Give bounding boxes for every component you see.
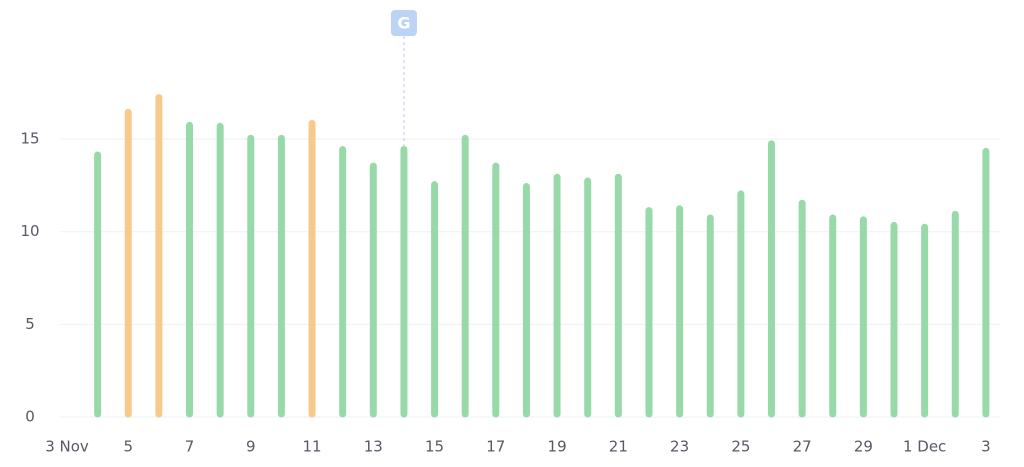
x-tick-label: 15 bbox=[425, 438, 444, 456]
x-tick-label: 21 bbox=[609, 438, 628, 456]
x-tick-label: 11 bbox=[302, 438, 321, 456]
annotation-badge bbox=[390, 10, 417, 36]
x-tick-label: 1 Dec bbox=[903, 438, 946, 456]
x-tick-label: 25 bbox=[731, 438, 750, 456]
x-tick-label: 9 bbox=[246, 438, 256, 456]
x-tick-label: 27 bbox=[793, 438, 812, 456]
y-tick-label: 15 bbox=[20, 130, 39, 148]
annotation-label: G bbox=[397, 14, 410, 33]
x-tick-label: 17 bbox=[486, 438, 505, 456]
x-tick-label: 23 bbox=[670, 438, 689, 456]
y-tick-label: 0 bbox=[25, 408, 35, 426]
y-tick-label: 10 bbox=[20, 222, 39, 240]
x-tick-label: 5 bbox=[123, 438, 133, 456]
x-tick-label: 13 bbox=[364, 438, 383, 456]
x-tick-label: 3 bbox=[981, 438, 991, 456]
x-tick-label: 7 bbox=[185, 438, 195, 456]
x-tick-label: 3 Nov bbox=[45, 438, 89, 456]
x-tick-label: 29 bbox=[854, 438, 873, 456]
y-tick-label: 5 bbox=[25, 315, 35, 333]
x-tick-label: 19 bbox=[548, 438, 567, 456]
